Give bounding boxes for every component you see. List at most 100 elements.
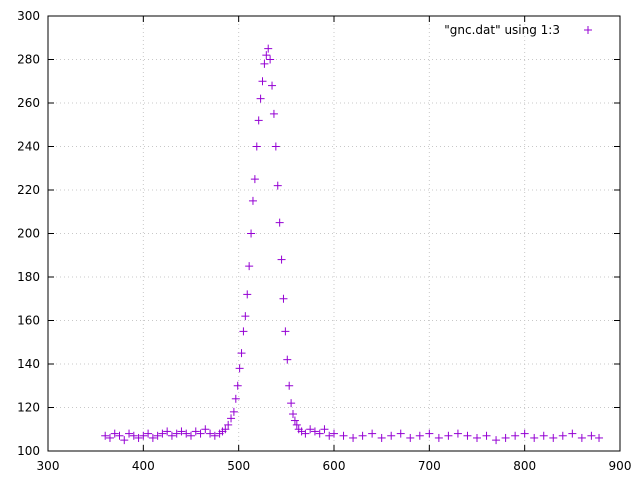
x-tick-label: 400 (132, 459, 155, 473)
data-point (105, 433, 114, 442)
data-point (325, 431, 334, 440)
data-point (221, 425, 230, 434)
data-point (239, 327, 248, 336)
y-tick-label: 260 (17, 96, 40, 110)
data-point (492, 436, 501, 445)
data-point (269, 109, 278, 118)
data-point (206, 429, 215, 438)
data-point (283, 355, 292, 364)
x-tick-label: 500 (227, 459, 250, 473)
data-point (306, 425, 315, 434)
legend-marker-icon (584, 26, 592, 34)
y-tick-label: 240 (17, 140, 40, 154)
data-point (501, 433, 510, 442)
data-point (275, 218, 284, 227)
data-point (248, 196, 257, 205)
data-point (120, 436, 129, 445)
data-point (530, 433, 539, 442)
data-point (139, 431, 148, 440)
data-point (148, 433, 157, 442)
data-point (254, 116, 263, 125)
data-point (320, 425, 329, 434)
data-point (549, 433, 558, 442)
data-point (256, 94, 265, 103)
x-tick-label: 800 (513, 459, 536, 473)
data-point (227, 414, 236, 423)
data-points (101, 44, 604, 445)
y-tick-label: 100 (17, 444, 40, 458)
x-tick-labels: 300 400 500 600 700 800 900 (37, 459, 632, 473)
data-point (237, 349, 246, 358)
data-point (210, 431, 219, 440)
y-tick-label: 220 (17, 183, 40, 197)
data-point (167, 431, 176, 440)
data-point (129, 431, 138, 440)
data-point (172, 429, 181, 438)
grid-lines (48, 16, 620, 451)
data-point (271, 142, 280, 151)
data-point (287, 399, 296, 408)
y-tick-label: 200 (17, 227, 40, 241)
y-tick-label: 180 (17, 270, 40, 284)
data-point (201, 425, 210, 434)
legend: "gnc.dat" using 1:3 (444, 23, 592, 37)
data-point (177, 427, 186, 436)
data-point (241, 312, 250, 321)
x-tick-label: 600 (323, 459, 346, 473)
legend-marker (584, 26, 592, 34)
data-point (262, 51, 271, 60)
data-point (134, 433, 143, 442)
data-point (191, 427, 200, 436)
data-point (377, 433, 386, 442)
data-point (273, 181, 282, 190)
y-tick-label: 140 (17, 357, 40, 371)
data-point (444, 431, 453, 440)
data-point (558, 431, 567, 440)
data-point (587, 431, 596, 440)
y-tick-label: 280 (17, 53, 40, 67)
data-point (182, 429, 191, 438)
data-point (110, 429, 119, 438)
data-point (281, 327, 290, 336)
data-point (144, 429, 153, 438)
data-point (229, 407, 238, 416)
axis-ticks (47, 15, 621, 452)
data-point (158, 429, 167, 438)
data-point (387, 431, 396, 440)
data-point (252, 142, 261, 151)
data-point (415, 431, 424, 440)
data-point (453, 429, 462, 438)
x-tick-label: 300 (37, 459, 60, 473)
data-point (292, 420, 301, 429)
data-point (463, 431, 472, 440)
y-tick-label: 120 (17, 401, 40, 415)
data-point (235, 364, 244, 373)
data-point (266, 55, 275, 64)
data-point (349, 433, 358, 442)
data-point (520, 429, 529, 438)
data-point (539, 431, 548, 440)
data-point (250, 175, 259, 184)
x-tick-label: 700 (418, 459, 441, 473)
y-tick-label: 160 (17, 314, 40, 328)
data-point (224, 420, 233, 429)
data-point (233, 381, 242, 390)
data-point (396, 429, 405, 438)
data-point (406, 433, 415, 442)
data-point (482, 431, 491, 440)
data-point (368, 429, 377, 438)
x-tick-label: 900 (609, 459, 632, 473)
data-point (196, 429, 205, 438)
legend-entry-label: "gnc.dat" using 1:3 (444, 23, 560, 37)
data-point (568, 429, 577, 438)
data-point (339, 431, 348, 440)
data-point (101, 431, 110, 440)
y-tick-label: 300 (17, 9, 40, 23)
data-point (153, 431, 162, 440)
data-point (125, 429, 134, 438)
plot-frame (47, 15, 621, 452)
data-point (511, 431, 520, 440)
data-point (277, 255, 286, 264)
data-point (247, 229, 256, 238)
